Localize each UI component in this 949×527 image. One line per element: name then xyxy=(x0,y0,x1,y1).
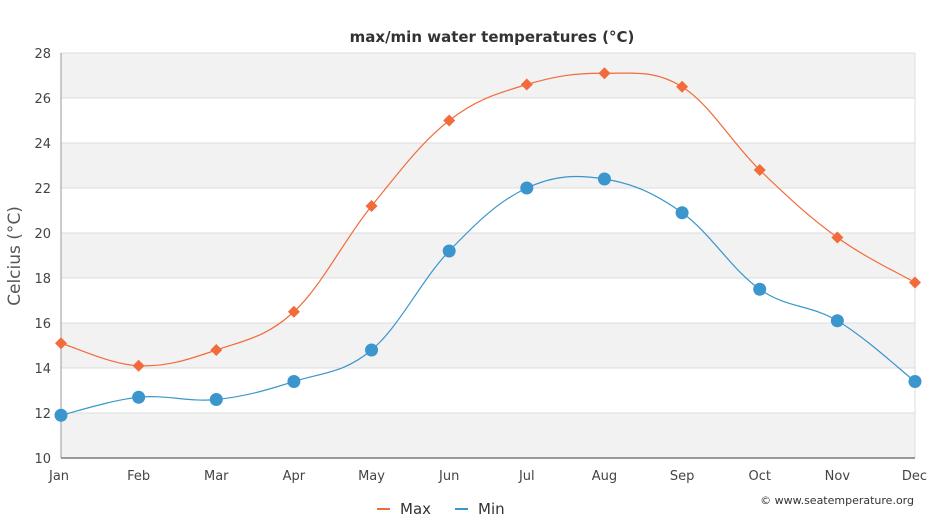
marker-max xyxy=(753,164,766,176)
credit-text: © www.seatemperature.org xyxy=(760,494,914,507)
plot-band xyxy=(61,53,915,98)
marker-min xyxy=(442,244,456,258)
marker-min xyxy=(209,393,223,406)
x-tick-label: Feb xyxy=(127,469,150,484)
marker-max xyxy=(210,344,223,356)
y-tick-label: 12 xyxy=(34,407,51,422)
plot-band xyxy=(61,413,915,458)
marker-max xyxy=(365,200,378,212)
y-tick-label: 18 xyxy=(34,272,51,287)
marker-max xyxy=(909,276,921,289)
marker-min xyxy=(597,172,611,186)
x-tick-label: Nov xyxy=(825,469,851,484)
x-tick-label: May xyxy=(358,469,385,484)
marker-min xyxy=(830,314,844,328)
marker-max xyxy=(287,305,300,318)
marker-max xyxy=(520,78,533,91)
plot-band xyxy=(61,323,915,368)
x-tick-label: Mar xyxy=(204,469,229,484)
marker-min xyxy=(54,408,68,422)
y-tick-label: 10 xyxy=(34,452,51,467)
x-tick-label: Jan xyxy=(48,469,69,484)
x-tick-label: Apr xyxy=(283,469,306,484)
plot-bands xyxy=(61,53,915,458)
plot-band xyxy=(61,143,915,188)
marker-max xyxy=(132,359,145,372)
x-tick-label: Jun xyxy=(438,469,459,484)
marker-min xyxy=(132,390,146,404)
y-tick-labels: 10 12 14 16 18 20 22 24 26 28 xyxy=(34,47,51,467)
plot-band xyxy=(61,233,915,278)
x-tick-label: Aug xyxy=(592,469,617,484)
marker-min xyxy=(675,206,689,220)
marker-max xyxy=(598,67,611,80)
x-tick-label: Oct xyxy=(748,469,770,484)
y-tick-label: 16 xyxy=(34,317,51,332)
y-tick-label: 26 xyxy=(34,92,51,107)
marker-min xyxy=(287,375,301,388)
series-markers xyxy=(54,67,922,422)
marker-max xyxy=(443,114,456,127)
x-tick-label: Dec xyxy=(902,469,927,484)
x-tick-label: Sep xyxy=(670,469,695,484)
chart-title: max/min water temperatures (°C) xyxy=(350,28,635,46)
legend-max-label: Max xyxy=(400,500,431,518)
axes xyxy=(60,53,915,459)
y-tick-label: 24 xyxy=(34,137,51,152)
marker-max xyxy=(55,337,67,350)
x-tick-label: Jul xyxy=(518,469,535,484)
y-tick-label: 20 xyxy=(34,227,51,242)
series-line-max xyxy=(60,72,916,367)
marker-min xyxy=(753,282,767,296)
y-tick-label: 28 xyxy=(34,47,51,62)
y-tick-label: 22 xyxy=(34,182,51,197)
y-axis-label: Celcius (°C) xyxy=(5,206,25,306)
legend: Max Min xyxy=(377,500,505,518)
marker-max xyxy=(831,231,844,244)
series-line-min xyxy=(60,175,916,416)
marker-min xyxy=(520,181,534,195)
legend-min-label: Min xyxy=(478,500,505,518)
x-tick-labels: Jan Feb Mar Apr May Jun Jul Aug Sep Oct Nov Dec xyxy=(48,469,927,484)
marker-max xyxy=(676,80,689,93)
y-tick-label: 14 xyxy=(34,362,51,377)
marker-min xyxy=(365,343,379,357)
marker-min xyxy=(908,375,922,388)
